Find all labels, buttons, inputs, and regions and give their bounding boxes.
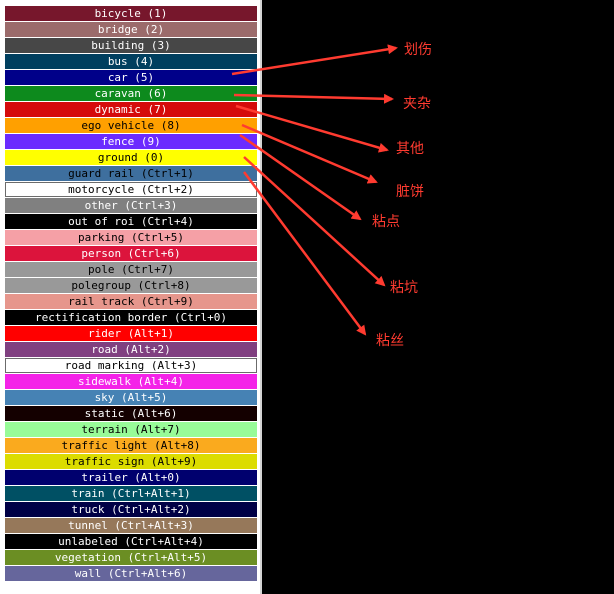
label-item[interactable]: motorcycle (Ctrl+2) — [5, 182, 257, 197]
label-item[interactable]: rider (Alt+1) — [5, 326, 257, 341]
label-list: bicycle (1) bridge (2) building (3) bus (4)… — [5, 6, 257, 582]
label-item[interactable]: out of roi (Ctrl+4) — [5, 214, 257, 229]
annotation-arrow — [243, 156, 386, 287]
label-item[interactable]: vegetation (Ctrl+Alt+5) — [5, 550, 257, 565]
annotation-arrow — [231, 44, 398, 76]
annotation-label: 其他 — [396, 141, 424, 157]
annotation-label: 夹杂 — [403, 96, 431, 112]
label-item[interactable]: caravan (6) — [5, 86, 257, 101]
label-item[interactable]: bridge (2) — [5, 22, 257, 37]
label-item[interactable]: truck (Ctrl+Alt+2) — [5, 502, 257, 517]
annotation-label: 脏饼 — [396, 184, 424, 200]
label-item[interactable]: other (Ctrl+3) — [5, 198, 257, 213]
annotation-arrow — [241, 123, 378, 184]
label-item[interactable]: polegroup (Ctrl+8) — [5, 278, 257, 293]
label-item[interactable]: static (Alt+6) — [5, 406, 257, 421]
label-item[interactable]: tunnel (Ctrl+Alt+3) — [5, 518, 257, 533]
label-item[interactable]: pole (Ctrl+7) — [5, 262, 257, 277]
label-item[interactable]: unlabeled (Ctrl+Alt+4) — [5, 534, 257, 549]
annotation-label: 粘丝 — [376, 333, 404, 349]
label-item[interactable]: guard rail (Ctrl+1) — [5, 166, 257, 181]
label-item[interactable]: bicycle (1) — [5, 6, 257, 21]
label-item[interactable]: fence (9) — [5, 134, 257, 149]
annotation-arrow — [233, 93, 394, 104]
label-item[interactable]: parking (Ctrl+5) — [5, 230, 257, 245]
annotation-label: 划伤 — [404, 42, 432, 58]
annotation-arrow — [239, 133, 362, 221]
label-item[interactable]: train (Ctrl+Alt+1) — [5, 486, 257, 501]
annotation-label: 粘坑 — [390, 280, 418, 296]
label-item[interactable]: building (3) — [5, 38, 257, 53]
annotation-arrow — [235, 104, 389, 153]
label-item[interactable]: car (5) — [5, 70, 257, 85]
label-item[interactable]: road (Alt+2) — [5, 342, 257, 357]
label-item[interactable]: dynamic (7) — [5, 102, 257, 117]
label-item[interactable]: person (Ctrl+6) — [5, 246, 257, 261]
label-item[interactable]: sidewalk (Alt+4) — [5, 374, 257, 389]
label-item[interactable]: traffic light (Alt+8) — [5, 438, 257, 453]
annotation-arrow — [242, 171, 367, 336]
label-item[interactable]: ego vehicle (8) — [5, 118, 257, 133]
label-item[interactable]: rail track (Ctrl+9) — [5, 294, 257, 309]
label-item[interactable]: traffic sign (Alt+9) — [5, 454, 257, 469]
label-item[interactable]: bus (4) — [5, 54, 257, 69]
label-item[interactable]: terrain (Alt+7) — [5, 422, 257, 437]
label-item[interactable]: ground (0) — [5, 150, 257, 165]
label-item[interactable]: wall (Ctrl+Alt+6) — [5, 566, 257, 581]
label-item[interactable]: sky (Alt+5) — [5, 390, 257, 405]
annotation-label: 粘点 — [372, 214, 400, 230]
label-item[interactable]: road marking (Alt+3) — [5, 358, 257, 373]
label-item[interactable]: rectification border (Ctrl+0) — [5, 310, 257, 325]
label-item[interactable]: trailer (Alt+0) — [5, 470, 257, 485]
label-list-panel: bicycle (1) bridge (2) building (3) bus (4)… — [0, 0, 262, 594]
